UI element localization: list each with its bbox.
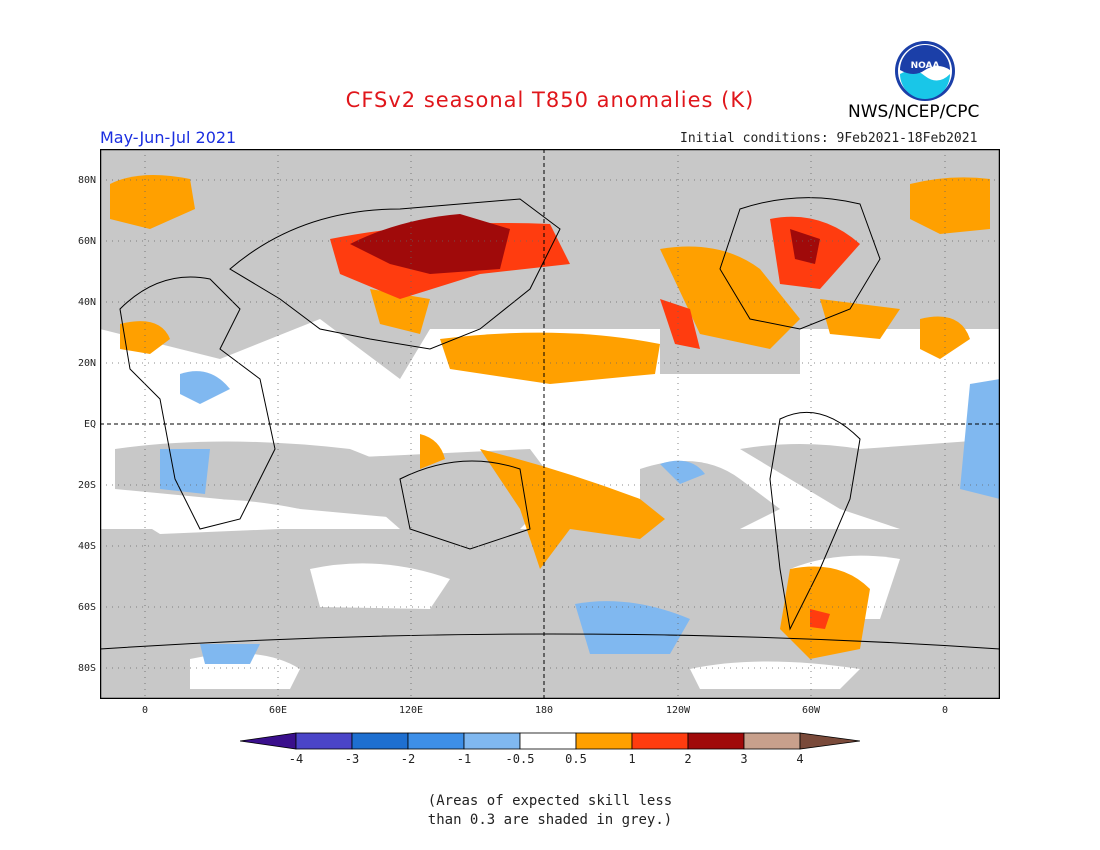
legend-swatch xyxy=(743,732,801,750)
legend-swatch xyxy=(631,732,689,750)
lat-label: 40S xyxy=(77,541,96,552)
lon-label: 180 xyxy=(534,705,554,716)
footnote-line: (Areas of expected skill less xyxy=(427,793,673,809)
coastlines xyxy=(100,197,1000,650)
color-legend xyxy=(240,732,860,750)
lat-label: 80N xyxy=(77,175,96,186)
warm-anomaly-regions xyxy=(110,175,990,659)
legend-tick-label: -1 xyxy=(456,752,472,766)
lat-label: 80S xyxy=(77,663,96,674)
lat-label: 60N xyxy=(77,236,96,247)
anomaly-map xyxy=(100,149,1000,699)
legend-swatch xyxy=(407,732,465,750)
legend-swatch xyxy=(463,732,521,750)
lat-label: 20N xyxy=(77,358,96,369)
lon-label: 60W xyxy=(801,705,821,716)
legend-swatch xyxy=(351,732,409,750)
legend-tick-label: 4 xyxy=(796,752,804,766)
legend-tick-label: 2 xyxy=(684,752,692,766)
cold-anomaly-regions xyxy=(160,371,1000,664)
legend-swatch xyxy=(295,732,353,750)
agency-label: NWS/NCEP/CPC xyxy=(848,102,980,122)
lat-label: 20S xyxy=(77,480,96,491)
lon-label: 0 xyxy=(141,705,149,716)
legend-tick-label: -2 xyxy=(400,752,416,766)
lon-label: 120W xyxy=(665,705,691,716)
map-frame xyxy=(100,149,1000,699)
season-label: May-Jun-Jul 2021 xyxy=(100,128,237,147)
legend-tick-label: -4 xyxy=(288,752,304,766)
legend-tick-label: 0.5 xyxy=(565,752,587,766)
logo-text: NOAA xyxy=(911,61,940,71)
legend-swatch xyxy=(687,732,745,750)
lat-label: EQ xyxy=(83,419,96,430)
chart-title: CFSv2 seasonal T850 anomalies (K) xyxy=(345,88,755,112)
legend-tick-label: 1 xyxy=(628,752,636,766)
legend-swatch xyxy=(575,732,633,750)
lon-label: 0 xyxy=(941,705,949,716)
footnote-line: than 0.3 are shaded in grey.) xyxy=(427,812,673,828)
legend-tick-label: -0.5 xyxy=(505,752,535,766)
legend-swatch xyxy=(519,732,577,750)
initial-conditions-label: Initial conditions: 9Feb2021-18Feb2021 xyxy=(680,131,978,146)
footnote: (Areas of expected skill less than 0.3 a… xyxy=(0,792,1100,830)
gridlines xyxy=(100,149,1000,699)
legend-tick-label: 3 xyxy=(740,752,748,766)
legend-triangle-left xyxy=(240,732,297,750)
noaa-logo-icon: NOAA xyxy=(895,41,955,101)
lat-label: 60S xyxy=(77,602,96,613)
lon-label: 120E xyxy=(398,705,424,716)
legend-tick-label: -3 xyxy=(344,752,360,766)
lat-label: 40N xyxy=(77,297,96,308)
lon-label: 60E xyxy=(268,705,288,716)
legend-triangle-right xyxy=(799,732,860,750)
